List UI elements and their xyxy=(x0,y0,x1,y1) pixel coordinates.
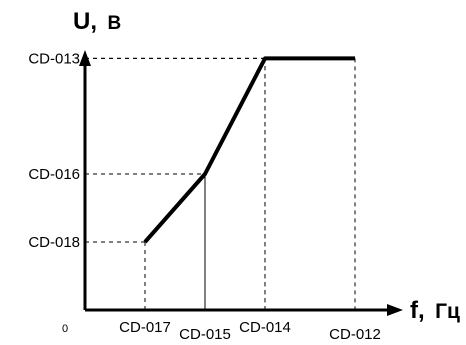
x-tick-label: CD-012 xyxy=(329,326,381,343)
x-tick-label: CD-014 xyxy=(239,319,291,336)
x-tick-label: CD-015 xyxy=(179,326,231,343)
x-axis-arrow xyxy=(387,304,403,316)
vf-curve xyxy=(143,56,355,244)
origin-label: 0 xyxy=(62,323,68,335)
y-tick-label: CD-018 xyxy=(28,234,80,251)
axes xyxy=(79,50,403,316)
x-axis-title: f, Гц xyxy=(410,297,460,324)
series-layer xyxy=(143,56,355,244)
y-tick-label: CD-016 xyxy=(28,166,80,183)
y-axis-arrow xyxy=(79,50,91,66)
y-tick-label: CD-013 xyxy=(28,50,80,67)
guide-lines xyxy=(85,57,356,310)
x-tick-label: CD-017 xyxy=(119,319,171,336)
labels-layer: U, В f, Гц 0 CD-018 CD-016 CD-013 CD-017 CD-… xyxy=(28,8,460,343)
y-axis-title: U, В xyxy=(73,8,121,35)
